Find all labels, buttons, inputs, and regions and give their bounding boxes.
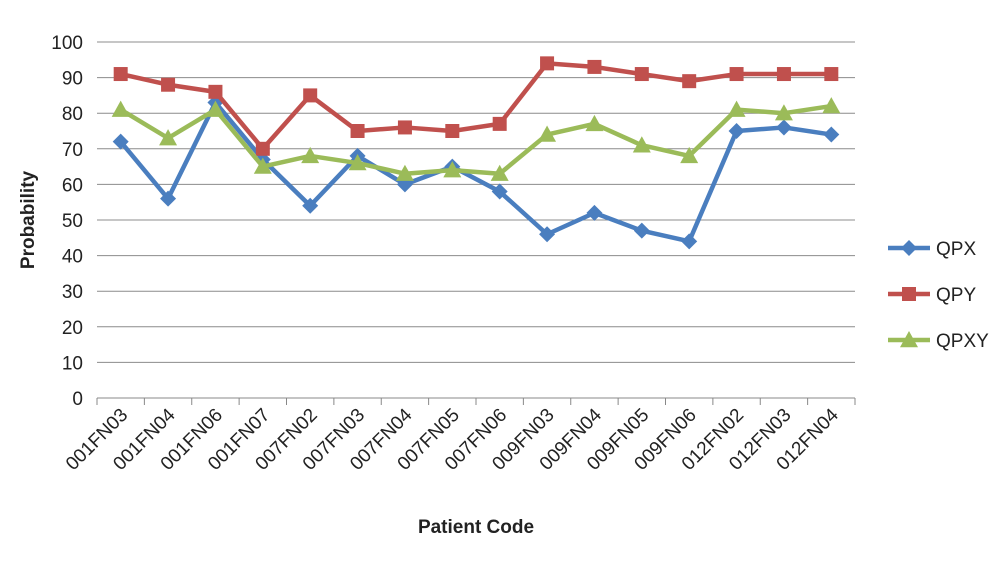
data-point-qpy xyxy=(634,67,649,82)
y-tick-label: 0 xyxy=(72,389,83,410)
y-tick-label: 50 xyxy=(62,211,83,232)
data-point-qpxy xyxy=(538,125,557,142)
data-point-qpy xyxy=(729,67,744,82)
data-point-qpxy xyxy=(680,146,699,164)
y-axis-ticks: 0 10 20 30 40 50 60 70 80 90 100 xyxy=(51,33,83,410)
y-tick-label: 90 xyxy=(62,69,83,90)
data-point-qpy xyxy=(397,120,412,135)
y-tick-label: 40 xyxy=(62,247,83,268)
data-point-qpx xyxy=(586,204,603,221)
series-qpy xyxy=(113,56,839,156)
data-point-qpy xyxy=(350,124,365,138)
data-point-qpy xyxy=(587,59,602,74)
y-tick-label: 20 xyxy=(62,318,83,339)
y-axis-title: Probability xyxy=(18,170,39,269)
data-point-qpx xyxy=(728,123,745,139)
data-point-qpy xyxy=(113,67,128,82)
data-point-qpy xyxy=(303,88,318,103)
data-point-qpx xyxy=(160,190,177,207)
data-point-qpy xyxy=(208,84,223,99)
data-point-qpxy xyxy=(727,100,746,117)
data-point-qpx xyxy=(681,233,698,250)
data-point-qpx xyxy=(539,226,556,243)
y-tick-label: 30 xyxy=(62,282,83,303)
data-point-qpxy xyxy=(159,129,178,146)
data-point-qpx xyxy=(491,183,508,200)
data-point-qpy xyxy=(776,67,791,82)
data-point-qpy xyxy=(492,116,507,131)
legend-marker-qpxy xyxy=(900,331,918,348)
legend-marker-qpy xyxy=(902,287,916,301)
data-point-qpy xyxy=(445,124,460,138)
data-point-qpx xyxy=(302,197,319,214)
x-axis xyxy=(96,398,856,405)
y-tick-label: 10 xyxy=(62,353,83,374)
data-point-qpxy xyxy=(490,164,509,181)
series-line-qpx xyxy=(118,100,832,244)
data-point-qpxy xyxy=(301,146,320,164)
x-axis-ticks: 001FN03001FN04001FN06001FN07007FN02007FN… xyxy=(62,404,843,474)
data-point-qpxy xyxy=(632,136,651,153)
legend-label-qpx: QPX xyxy=(936,239,976,260)
legend-label-qpy: QPY xyxy=(936,285,976,306)
data-point-qpy xyxy=(824,67,839,82)
data-point-qpy xyxy=(682,74,697,89)
legend-label-qpxy: QPXY xyxy=(936,331,989,352)
data-point-qpxy xyxy=(585,114,604,132)
series-line-qpy xyxy=(120,61,832,152)
y-tick-label: 70 xyxy=(62,140,83,161)
gridlines xyxy=(97,41,855,399)
data-point-qpx xyxy=(112,133,129,150)
legend-marker-qpx xyxy=(901,240,917,256)
legend: QPX QPY QPXY xyxy=(888,239,989,352)
data-point-qpxy xyxy=(111,100,130,117)
data-point-qpxy xyxy=(206,100,225,117)
data-point-qpxy xyxy=(348,154,367,171)
data-point-qpx xyxy=(823,126,840,143)
y-tick-label: 60 xyxy=(62,175,83,196)
x-axis-title: Patient Code xyxy=(418,517,534,538)
series-line-qpxy xyxy=(119,103,832,176)
data-point-qpxy xyxy=(822,97,841,114)
data-point-qpx xyxy=(775,119,792,136)
data-point-qpy xyxy=(540,56,555,71)
series-group xyxy=(111,56,841,250)
data-point-qpx xyxy=(633,222,650,239)
series-qpxy xyxy=(111,97,841,181)
data-point-qpxy xyxy=(395,164,414,181)
data-point-qpy xyxy=(255,141,270,156)
data-point-qpxy xyxy=(253,157,272,174)
y-tick-label: 100 xyxy=(51,33,83,54)
data-point-qpxy xyxy=(774,104,793,121)
data-point-qpy xyxy=(161,77,176,92)
data-point-qpxy xyxy=(443,161,462,178)
y-tick-label: 80 xyxy=(62,104,83,125)
